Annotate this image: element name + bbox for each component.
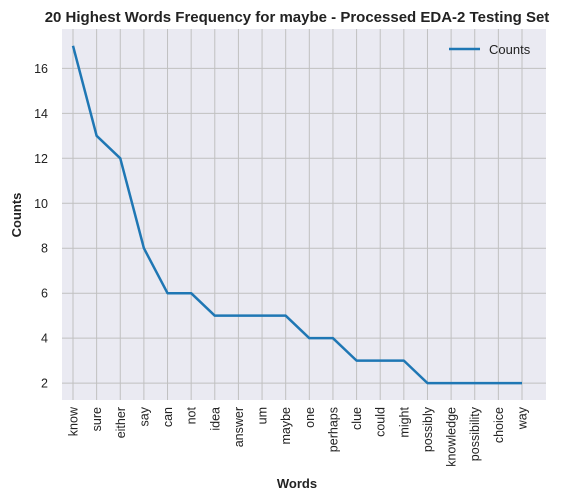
x-tick-label: sure — [90, 407, 104, 431]
y-tick-label: 2 — [41, 377, 48, 391]
x-axis: know sure either say can not idea answer um maybe… — [67, 406, 530, 467]
x-tick-label: maybe — [279, 407, 293, 445]
x-tick-label: say — [137, 406, 151, 426]
y-tick-label: 8 — [41, 242, 48, 256]
x-tick-label: possibly — [421, 406, 435, 452]
y-tick-label: 10 — [34, 197, 48, 211]
x-tick-label: clue — [350, 407, 364, 430]
y-tick-label: 6 — [41, 287, 48, 301]
x-tick-label: know — [67, 406, 81, 436]
x-tick-label: perhaps — [326, 407, 340, 452]
x-tick-label: can — [161, 407, 175, 427]
y-axis-label: Counts — [9, 193, 24, 238]
x-tick-label: knowledge — [445, 407, 459, 467]
x-tick-label: um — [256, 407, 270, 424]
y-tick-label: 16 — [34, 62, 48, 76]
x-tick-label: answer — [232, 407, 246, 447]
series-line-counts — [71, 45, 522, 385]
x-axis-label: Words — [277, 476, 317, 491]
x-tick-label: way — [516, 406, 530, 430]
x-tick-label: possibility — [468, 406, 482, 461]
y-tick-label: 12 — [34, 152, 48, 166]
x-tick-label: could — [374, 407, 388, 437]
data-points — [72, 45, 523, 384]
x-tick-label: one — [303, 407, 317, 428]
legend-label: Counts — [489, 42, 531, 57]
x-tick-label: might — [397, 406, 411, 437]
legend: Counts — [449, 42, 531, 57]
x-tick-label: idea — [208, 407, 222, 431]
y-tick-label: 14 — [34, 107, 48, 121]
chart-title: 20 Highest Words Frequency for maybe - P… — [45, 9, 550, 26]
y-axis: 2 4 6 8 10 12 14 16 — [34, 62, 48, 391]
x-tick-label: either — [114, 407, 128, 438]
y-tick-label: 4 — [41, 332, 48, 346]
x-tick-label: not — [185, 406, 199, 424]
x-tick-label: choice — [492, 407, 506, 443]
